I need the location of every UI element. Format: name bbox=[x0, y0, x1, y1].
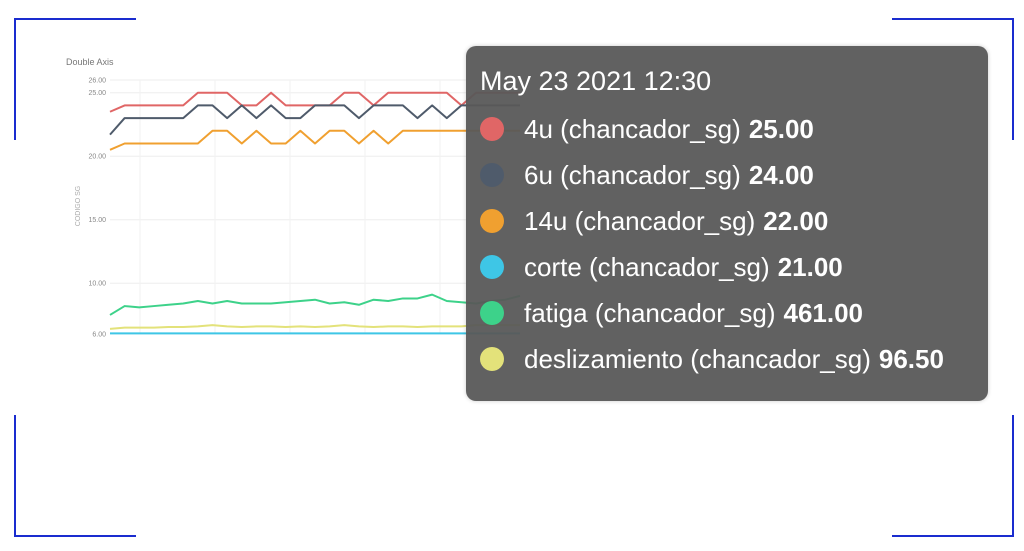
legend-dot-icon bbox=[480, 347, 504, 371]
legend-dot-icon bbox=[480, 301, 504, 325]
y-tick-label: 20.00 bbox=[88, 154, 106, 161]
tooltip-row-14u: 14u (chancador_sg) 22.00 bbox=[480, 198, 988, 244]
y-tick-label: 26.00 bbox=[88, 78, 106, 85]
tooltip-row-label: corte (chancador_sg) bbox=[524, 251, 770, 282]
legend-dot-icon bbox=[480, 117, 504, 141]
tooltip-row-4u: 4u (chancador_sg) 25.00 bbox=[480, 106, 988, 152]
tooltip-rows: 4u (chancador_sg) 25.00 6u (chancador_sg) 2… bbox=[480, 106, 988, 382]
y-tick-label: 15.00 bbox=[88, 217, 106, 224]
series-line-14u bbox=[109, 129, 520, 151]
tooltip-row-label: fatiga (chancador_sg) bbox=[524, 297, 776, 328]
tooltip-row-deslizamiento: deslizamiento (chancador_sg) 96.50 bbox=[480, 336, 988, 382]
tooltip-row-label: 14u (chancador_sg) bbox=[524, 205, 756, 236]
tooltip-row-6u: 6u (chancador_sg) 24.00 bbox=[480, 152, 988, 198]
tooltip-row-value: 21.00 bbox=[777, 251, 843, 282]
legend-dot-icon bbox=[480, 209, 504, 233]
y-tick-label: 6.00 bbox=[92, 332, 106, 339]
tooltip-row-value: 461.00 bbox=[783, 297, 864, 328]
grid bbox=[110, 79, 520, 335]
legend-dot-icon bbox=[480, 255, 504, 279]
tooltip-title: May 23 2021 12:30 bbox=[480, 66, 712, 96]
tooltip-row-label: deslizamiento (chancador_sg) bbox=[524, 343, 871, 374]
series-lines bbox=[109, 91, 521, 335]
y-tick-label: 25.00 bbox=[88, 90, 106, 97]
series-line-6u bbox=[109, 104, 520, 136]
tooltip-row-value: 25.00 bbox=[748, 113, 814, 144]
tooltip: May 23 2021 12:30 4u (chancador_sg) 25.00… bbox=[466, 46, 988, 401]
chart-title: Double Axis bbox=[66, 57, 114, 67]
legend-dot-icon bbox=[480, 163, 504, 187]
tooltip-row-value: 96.50 bbox=[878, 343, 944, 374]
tooltip-row-corte: corte (chancador_sg) 21.00 bbox=[480, 244, 988, 290]
y-tick-label: 10.00 bbox=[88, 281, 106, 288]
y-axis-label: CODIGO SG bbox=[75, 186, 82, 226]
tooltip-row-value: 24.00 bbox=[748, 159, 814, 190]
series-line-deslizamiento bbox=[109, 324, 520, 330]
tooltip-row-value: 22.00 bbox=[763, 205, 829, 236]
tooltip-row-fatiga: fatiga (chancador_sg) 461.00 bbox=[480, 290, 988, 336]
tooltip-row-label: 4u (chancador_sg) bbox=[524, 113, 741, 144]
tooltip-row-label: 6u (chancador_sg) bbox=[524, 159, 741, 190]
series-line-fatiga bbox=[109, 293, 521, 316]
y-axis-ticks: 6.00 10.00 15.00 20.00 25.00 26.00 bbox=[88, 78, 106, 339]
